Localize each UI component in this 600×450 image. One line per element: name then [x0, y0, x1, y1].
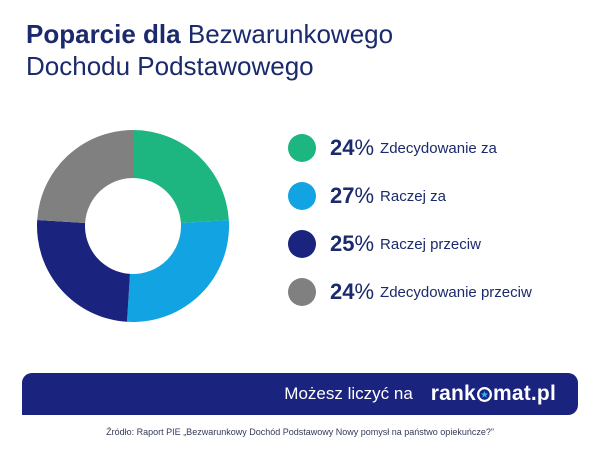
legend-swatch [288, 134, 316, 162]
legend-swatch [288, 278, 316, 306]
legend-item: 24% Zdecydowanie za [288, 133, 588, 163]
donut-slice-3 [37, 219, 130, 322]
legend-item: 25% Raczej przeciw [288, 229, 588, 259]
legend-label: Raczej za [380, 187, 446, 205]
donut-slice-4 [37, 130, 133, 223]
legend-label: Zdecydowanie przeciw [380, 283, 532, 301]
title-bold: Poparcie dla [26, 19, 181, 49]
promo-banner[interactable]: Możesz liczyć na rank mat.pl [22, 373, 578, 415]
legend-unit: % [354, 135, 375, 160]
donut-slice-2 [126, 219, 229, 322]
legend-label: Raczej przeciw [380, 235, 481, 253]
legend-label: Zdecydowanie za [380, 139, 497, 157]
legend-item: 24% Zdecydowanie przeciw [288, 277, 588, 307]
donut-chart [37, 130, 229, 322]
chart-title: Poparcie dla Bezwarunkowego Dochodu Pods… [26, 18, 393, 82]
source-note: Źródło: Raport PIE „Bezwarunkowy Dochód … [106, 427, 494, 437]
legend-item: 27% Raczej za [288, 181, 588, 211]
star-icon [476, 386, 492, 402]
brand-left: rank [430, 382, 476, 405]
donut-slice-1 [133, 130, 229, 223]
legend-swatch [288, 230, 316, 258]
title-line1-rest: Bezwarunkowego [180, 19, 394, 49]
brand-logo[interactable]: rank mat.pl [431, 382, 556, 406]
legend-value: 24 [330, 279, 355, 304]
legend-unit: % [354, 231, 375, 256]
title-line2: Dochodu Podstawowego [26, 51, 314, 81]
legend-value: 25 [330, 231, 355, 256]
brand-right: mat.pl [492, 382, 556, 405]
legend: 24% Zdecydowanie za 27% Raczej za 25% Raczej … [288, 133, 588, 325]
legend-value: 27 [330, 183, 355, 208]
legend-value: 24 [330, 135, 355, 160]
legend-unit: % [354, 183, 375, 208]
banner-text: Możesz liczyć na [284, 384, 413, 403]
legend-swatch [288, 182, 316, 210]
legend-unit: % [354, 279, 375, 304]
